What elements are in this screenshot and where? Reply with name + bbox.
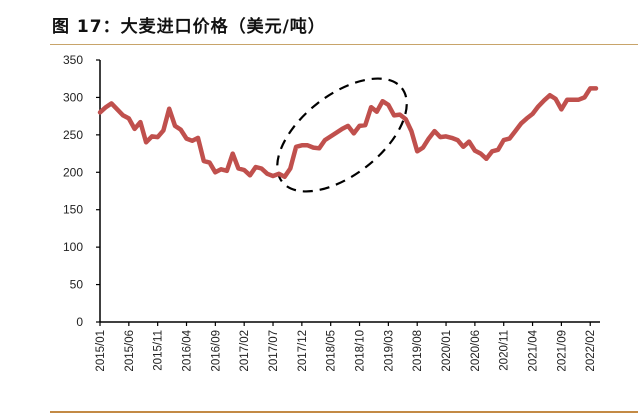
top-rule xyxy=(50,44,638,45)
x-tick-label: 2017/12 xyxy=(297,330,309,372)
x-tick-label: 2018/05 xyxy=(326,330,338,372)
y-axis: 0 50 100 150 200 250 300 350 xyxy=(63,53,101,329)
x-tick-label: 2020/06 xyxy=(470,330,482,372)
x-axis: 2015/01 2015/06 2015/11 2016/04 2016/09 2017/… xyxy=(95,321,600,372)
x-tick-label: 2016/04 xyxy=(182,329,194,371)
x-tick-label: 2016/09 xyxy=(210,330,222,372)
x-tick-label: 2021/09 xyxy=(556,330,568,372)
y-tick-label: 350 xyxy=(63,53,83,67)
x-tick-label: 2015/01 xyxy=(95,330,107,372)
y-tick-label: 200 xyxy=(63,165,83,179)
y-tick-label: 300 xyxy=(63,90,83,104)
x-tick-label: 2020/11 xyxy=(499,330,511,371)
highlight-ellipse xyxy=(276,77,408,193)
chart-title: 图 17：大麦进口价格（美元/吨） xyxy=(52,17,326,37)
x-tick-label: 2021/04 xyxy=(528,329,540,371)
x-tick-label: 2019/03 xyxy=(383,330,395,372)
x-tick-label: 2017/07 xyxy=(268,330,280,372)
x-tick-label: 2015/11 xyxy=(153,330,165,371)
y-tick-label: 150 xyxy=(63,203,83,217)
barley-price-line xyxy=(97,86,599,180)
x-tick-label: 2019/08 xyxy=(412,330,424,372)
x-tick-label: 2015/06 xyxy=(124,330,136,372)
x-tick-label: 2020/01 xyxy=(441,330,453,372)
bottom-rule xyxy=(50,411,638,413)
x-tick-label: 2018/10 xyxy=(355,330,367,372)
y-tick-label: 50 xyxy=(70,278,84,292)
x-tick-label: 2017/02 xyxy=(239,330,251,372)
y-tick-label: 100 xyxy=(63,240,83,254)
y-tick-label: 0 xyxy=(76,315,83,329)
y-tick-label: 250 xyxy=(63,128,83,142)
x-tick-label: 2022/02 xyxy=(585,330,597,372)
